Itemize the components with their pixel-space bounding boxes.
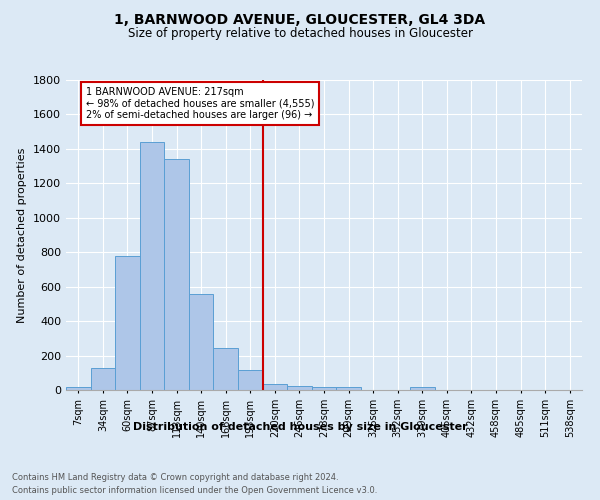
Bar bbox=[410, 386, 434, 390]
Bar bbox=[238, 370, 263, 390]
Bar bbox=[263, 384, 287, 390]
Bar bbox=[336, 388, 361, 390]
Bar bbox=[66, 386, 91, 390]
Bar bbox=[214, 348, 238, 390]
Bar bbox=[91, 368, 115, 390]
Text: 1, BARNWOOD AVENUE, GLOUCESTER, GL4 3DA: 1, BARNWOOD AVENUE, GLOUCESTER, GL4 3DA bbox=[115, 12, 485, 26]
Bar bbox=[115, 256, 140, 390]
Text: Distribution of detached houses by size in Gloucester: Distribution of detached houses by size … bbox=[133, 422, 467, 432]
Bar bbox=[164, 159, 189, 390]
Text: Size of property relative to detached houses in Gloucester: Size of property relative to detached ho… bbox=[128, 28, 473, 40]
Bar bbox=[189, 294, 214, 390]
Bar bbox=[140, 142, 164, 390]
Bar bbox=[312, 388, 336, 390]
Text: 1 BARNWOOD AVENUE: 217sqm
← 98% of detached houses are smaller (4,555)
2% of sem: 1 BARNWOOD AVENUE: 217sqm ← 98% of detac… bbox=[86, 87, 314, 120]
Y-axis label: Number of detached properties: Number of detached properties bbox=[17, 148, 28, 322]
Text: Contains HM Land Registry data © Crown copyright and database right 2024.: Contains HM Land Registry data © Crown c… bbox=[12, 472, 338, 482]
Bar bbox=[287, 386, 312, 390]
Text: Contains public sector information licensed under the Open Government Licence v3: Contains public sector information licen… bbox=[12, 486, 377, 495]
